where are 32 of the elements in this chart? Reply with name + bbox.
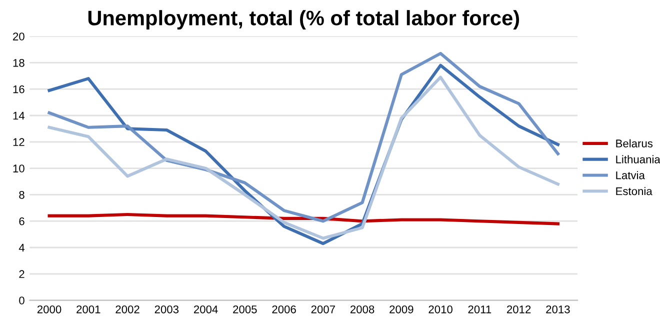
- x-tick-label: 2003: [154, 305, 179, 314]
- y-tick-label: 0: [19, 296, 24, 304]
- x-tick-label: 2001: [76, 305, 100, 314]
- y-tick-label: 18: [13, 58, 24, 67]
- x-tick-label: 2000: [37, 305, 62, 314]
- x-tick-label: 2005: [233, 305, 257, 314]
- y-tick-label: 16: [13, 85, 24, 94]
- y-tick-label: 14: [13, 112, 25, 120]
- y-tick-label: 4: [18, 244, 25, 252]
- line-series: [48, 212, 560, 226]
- legend-label: Belarus: [616, 139, 653, 148]
- line-series: [48, 52, 560, 223]
- chart-title: Unemployment, total (% of total labor force): [88, 10, 520, 30]
- y-tick-label: 10: [13, 164, 24, 172]
- y-tick-label: 20: [13, 32, 24, 40]
- legend-label: Latvia: [616, 171, 645, 180]
- x-tick-label: 2010: [428, 305, 452, 314]
- x-tick-label: 2013: [546, 305, 570, 314]
- y-tick-label: 2: [19, 270, 24, 278]
- x-tick-label: 2004: [194, 305, 218, 314]
- y-tick-label: 8: [19, 190, 24, 199]
- y-tick-label: 6: [19, 217, 24, 226]
- x-tick-label: 2011: [468, 305, 492, 314]
- legend-label: Estonia: [616, 186, 652, 196]
- x-tick-label: 2002: [116, 305, 140, 314]
- x-tick-label: 2008: [350, 305, 374, 314]
- x-tick-label: 2007: [311, 305, 335, 314]
- x-tick-label: 2012: [507, 305, 531, 314]
- legend-label: Lithuania: [616, 155, 660, 164]
- y-tick-label: 12: [13, 138, 24, 146]
- x-tick-label: 2009: [390, 305, 414, 314]
- x-tick-label: 2006: [272, 305, 296, 314]
